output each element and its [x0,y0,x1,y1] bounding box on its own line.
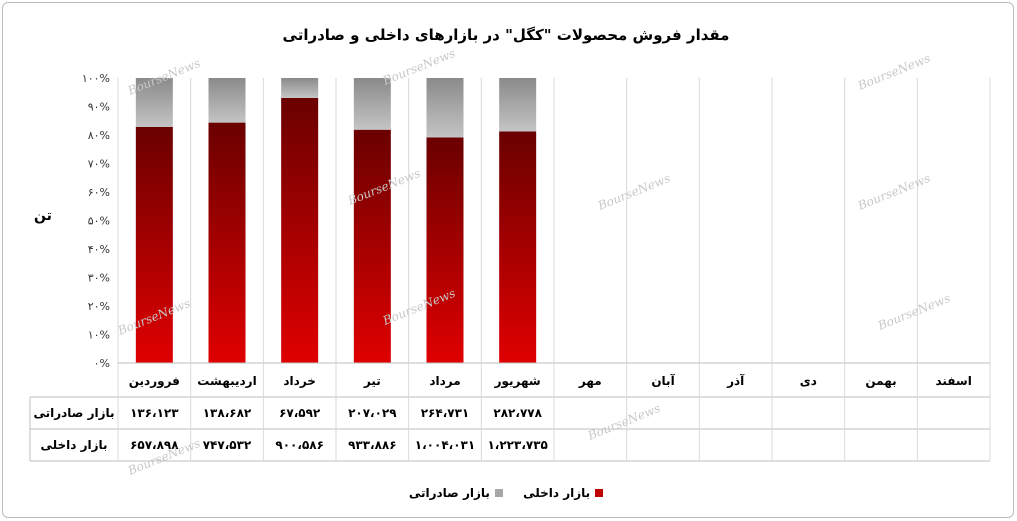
watermark: BourseNews [855,171,932,213]
data-label: ۱،۲۲۳،۷۳۵ [487,438,547,452]
bar-export [426,78,464,138]
bar-domestic [135,126,173,363]
bar-domestic [281,97,319,363]
watermark: BourseNews [855,51,932,93]
y-tick-label: ۸۰% [88,129,110,142]
y-tick-label: ۳۰% [88,272,110,285]
data-label: ۶۵۷،۸۹۸ [130,438,179,452]
bar-export [135,78,173,127]
table-row-header: بازار صادراتی [33,406,114,420]
bar-domestic [426,137,464,363]
y-tick-label: ۶۰% [88,186,110,199]
data-label: ۲۸۲،۷۷۸ [493,406,542,420]
watermark: BourseNews [585,401,662,443]
category-label: اسفند [935,374,971,388]
legend-item-export: بازار صادراتی [409,486,503,500]
bar-export [281,78,319,98]
category-label: دی [800,374,817,388]
category-label: مرداد [429,374,460,388]
category-label: خرداد [283,374,316,388]
y-axis-label: تن [34,208,52,224]
category-label: آبان [651,373,675,388]
data-label: ۷۴۷،۵۳۲ [203,438,252,452]
category-label: تیر [363,374,381,388]
bar-export [499,78,537,132]
data-label: ۹۰۰،۵۸۶ [275,438,324,452]
data-label: ۱۳۶،۱۲۳ [130,406,179,420]
category-label: مهر [578,374,602,388]
data-label: ۲۰۷،۰۲۹ [348,406,397,420]
category-label: شهریور [494,374,541,389]
y-tick-label: ۵۰% [88,215,110,228]
bar-domestic [499,131,537,363]
legend: بازار داخلی بازار صادراتی [0,486,1012,500]
watermark: BourseNews [875,291,952,333]
y-tick-label: ۹۰% [88,101,110,114]
y-tick-label: ۱۰% [88,329,110,342]
bar-export [208,78,246,123]
chart-title: مقدار فروش محصولات "کگل" در بازارهای داخ… [282,26,730,44]
y-tick-label: ۴۰% [88,243,110,256]
y-tick-label: ۰% [94,357,110,370]
bar-export [353,78,391,130]
data-label: ۱۳۸،۶۸۲ [203,406,252,420]
bar-domestic [353,129,391,363]
data-label: ۶۷،۵۹۲ [279,406,321,420]
data-label: ۱،۰۰۴،۰۳۱ [415,438,475,452]
legend-swatch-domestic [595,489,604,497]
legend-swatch-export [494,489,503,497]
y-tick-label: ۲۰% [88,300,110,313]
y-tick-label: ۷۰% [88,158,110,171]
category-label: فروردین [129,374,180,389]
table-row-header: بازار داخلی [40,438,107,452]
y-tick-label: ۱۰۰% [82,72,110,85]
data-label: ۹۳۳،۸۸۶ [348,438,397,452]
legend-label-domestic: بازار داخلی [523,486,591,500]
bar-domestic [208,122,246,364]
legend-item-domestic: بازار داخلی [523,486,604,500]
watermark: BourseNews [595,171,672,213]
category-label: اردیبهشت [197,374,256,388]
data-label: ۲۶۴،۷۳۱ [421,406,470,420]
category-label: آذر [726,373,745,388]
category-label: بهمن [865,374,896,388]
legend-label-export: بازار صادراتی [408,486,490,500]
